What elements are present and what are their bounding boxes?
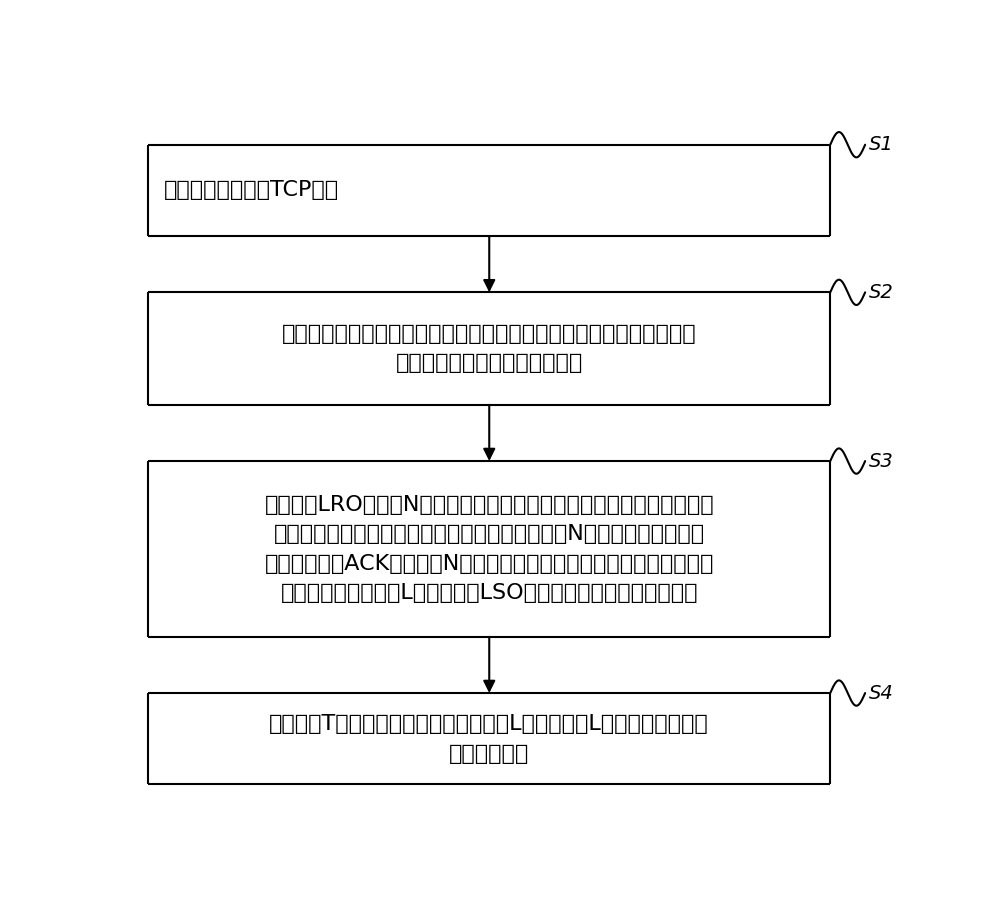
- Text: S3: S3: [869, 452, 894, 470]
- Text: 与测速服务器建立TCP连接: 与测速服务器建立TCP连接: [164, 181, 339, 201]
- Text: S1: S1: [869, 135, 894, 154]
- Text: 确定测速服务器发送的测速数据包的五元组信息，并配置所述测速数据
包，接收所述测速数据包至网卡: 确定测速服务器发送的测速数据包的五元组信息，并配置所述测速数据 包，接收所述测速…: [282, 324, 697, 373]
- Text: S4: S4: [869, 684, 894, 703]
- Text: S2: S2: [869, 283, 894, 302]
- Text: 间隔时间T，两次获取所述接收数据长度L，根据所述L的变化计算网卡的
数据传输速率: 间隔时间T，两次获取所述接收数据长度L，根据所述L的变化计算网卡的 数据传输速率: [269, 714, 709, 763]
- Text: 网卡启用LRO每接收N个所述测速数据包，封装为一个传输数据包，并发
送至网卡协议栈；网卡协议栈将传输数据包解包为N个测速数据包，经过
网卡协议栈的ACK应答得到: 网卡启用LRO每接收N个所述测速数据包，封装为一个传输数据包，并发 送至网卡协议…: [264, 495, 714, 603]
